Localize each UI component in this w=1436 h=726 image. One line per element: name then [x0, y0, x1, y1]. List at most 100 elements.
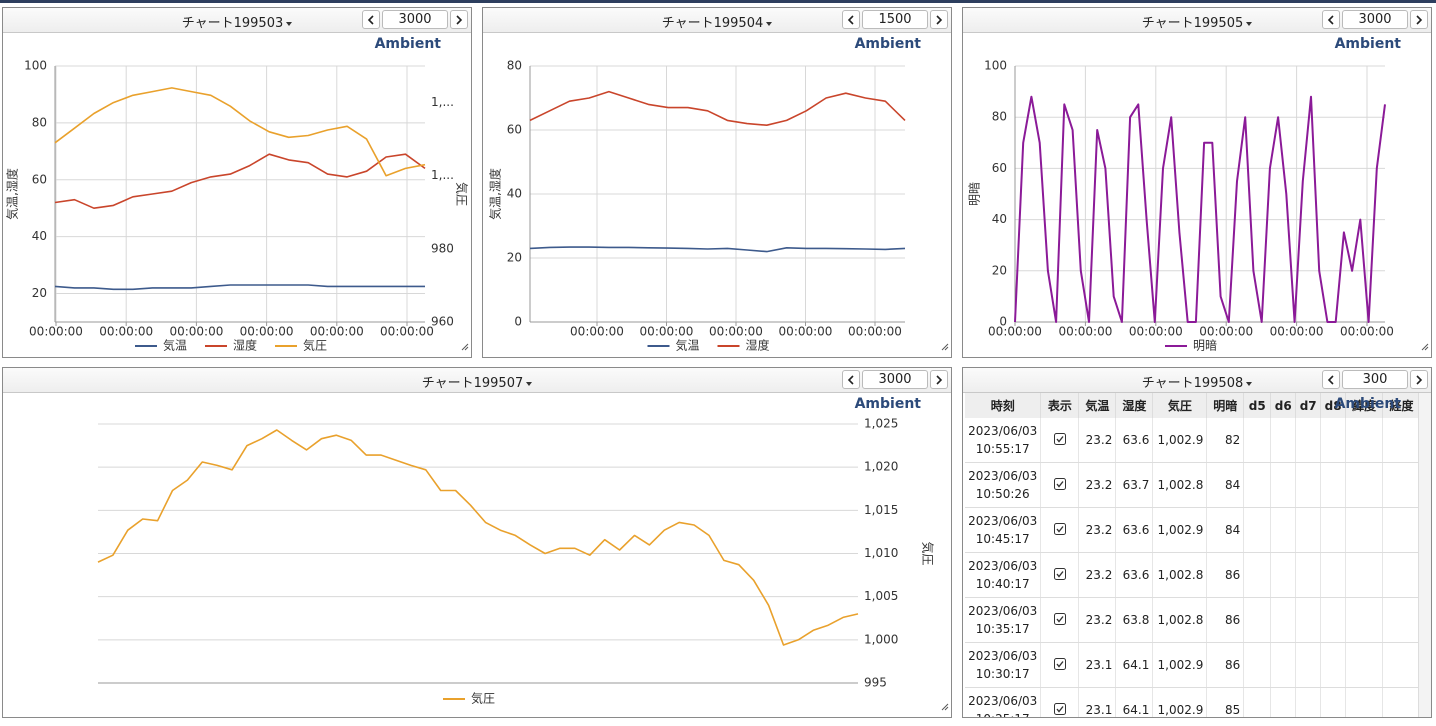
resize-grip[interactable]	[1421, 336, 1429, 355]
value-cell: 23.2	[1078, 462, 1117, 508]
brand-logo: Ambient	[854, 396, 921, 412]
count-input[interactable]: 3000	[382, 10, 448, 29]
next-button[interactable]	[450, 10, 468, 29]
table-row[interactable]: 2023/06/03 10:55:17 23.2 63.6 1,002.9 82	[965, 418, 1421, 463]
panel: チャート199504 1500 Ambient	[482, 7, 952, 358]
empty-cell	[1382, 462, 1421, 508]
column-header: 気圧	[1152, 393, 1208, 418]
empty-cell	[1295, 462, 1322, 508]
panel-title[interactable]: チャート199507	[3, 372, 951, 391]
prev-button[interactable]	[842, 370, 860, 389]
panel-header: チャート199508 300	[963, 368, 1431, 393]
checkbox[interactable]	[1053, 522, 1066, 535]
prev-button[interactable]	[842, 10, 860, 29]
empty-cell	[1243, 462, 1272, 508]
empty-cell	[1243, 507, 1272, 553]
checkbox-cell	[1040, 597, 1080, 643]
data-table: 時刻 表示 気温 湿度 気圧 明暗 d5 d6 d7 d8 緯度 経度 2023/06/03 10:55:…	[965, 393, 1421, 717]
empty-cell	[1295, 642, 1322, 688]
empty-cell	[1295, 597, 1322, 643]
checkbox-cell	[1040, 687, 1080, 717]
table-row[interactable]: 2023/06/03 10:45:17 23.2 63.6 1,002.9 84	[965, 507, 1421, 553]
chevron	[1416, 374, 1423, 385]
column-header: 緯度	[1345, 393, 1384, 418]
value-cell: 64.1	[1115, 687, 1154, 717]
prev-button[interactable]	[362, 10, 380, 29]
panel-title-text: チャート199508	[1141, 376, 1244, 391]
table-row[interactable]: 2023/06/03 10:50:26 23.2 63.7 1,002.8 84	[965, 462, 1421, 508]
column-header: d8	[1320, 393, 1347, 418]
time: 10:35:17	[975, 622, 1030, 636]
empty-cell	[1270, 597, 1297, 643]
checkbox[interactable]	[1053, 657, 1066, 670]
time-cell: 2023/06/03 10:25:17	[965, 687, 1042, 717]
panel-title-text: チャート199507	[421, 376, 524, 391]
resize-grip[interactable]	[941, 696, 949, 715]
empty-cell	[1345, 642, 1384, 688]
value-cell: 1,002.8	[1152, 552, 1208, 598]
value-cell: 23.2	[1078, 507, 1117, 553]
empty-cell	[1320, 507, 1347, 553]
table-row[interactable]: 2023/06/03 10:30:17 23.1 64.1 1,002.9 86	[965, 642, 1421, 688]
empty-cell	[1382, 642, 1421, 688]
checkbox[interactable]	[1053, 612, 1066, 625]
time-cell: 2023/06/03 10:45:17	[965, 507, 1042, 553]
empty-cell	[1345, 552, 1384, 598]
time: 10:25:17	[968, 710, 1037, 717]
resize-grip	[941, 343, 949, 351]
value-cell: 23.1	[1078, 642, 1117, 688]
resize-grip[interactable]	[461, 336, 469, 355]
prev-button[interactable]	[1322, 10, 1340, 29]
next-button[interactable]	[1410, 370, 1428, 389]
next-button[interactable]	[1410, 10, 1428, 29]
brand-logo: Ambient	[854, 36, 921, 52]
count-input[interactable]: 3000	[1342, 10, 1408, 29]
value-cell: 85	[1206, 687, 1245, 717]
checkbox-cell	[1040, 552, 1080, 598]
prev-button[interactable]	[1322, 370, 1340, 389]
table-row[interactable]: 2023/06/03 10:40:17 23.2 63.6 1,002.8 86	[965, 552, 1421, 598]
checkbox[interactable]	[1053, 432, 1066, 445]
panel-title[interactable]: チャート199503	[3, 12, 471, 31]
next-button[interactable]	[930, 370, 948, 389]
value-cell: 84	[1206, 462, 1245, 508]
panel-header: チャート199507 3000	[3, 368, 951, 393]
empty-cell	[1295, 418, 1322, 463]
empty-cell	[1243, 687, 1272, 717]
empty-cell	[1382, 552, 1421, 598]
panel-title[interactable]: チャート199508	[963, 372, 1431, 391]
value-cell: 86	[1206, 552, 1245, 598]
scrollbar[interactable]	[1418, 393, 1431, 717]
value-cell: 23.2	[1078, 597, 1117, 643]
checkbox[interactable]	[1053, 567, 1066, 580]
table: 時刻 表示 気温 湿度 気圧 明暗 d5 d6 d7 d8 緯度 経度 2023/06/03 10:55:…	[965, 393, 1421, 717]
chevron	[456, 14, 463, 25]
resize-grip[interactable]	[941, 336, 949, 355]
empty-cell	[1270, 507, 1297, 553]
panel-title[interactable]: チャート199505	[963, 12, 1431, 31]
column-header: 経度	[1382, 393, 1421, 418]
empty-cell	[1270, 552, 1297, 598]
value-cell: 86	[1206, 642, 1245, 688]
time-cell: 2023/06/03 10:35:17	[965, 597, 1042, 643]
brand-logo: Ambient	[1334, 396, 1401, 412]
checkbox[interactable]	[1053, 477, 1066, 490]
panel-title[interactable]: チャート199504	[483, 12, 951, 31]
date: 2023/06/03	[968, 649, 1038, 663]
panel: チャート199508 300 Ambient 時刻 表示 気温 湿度 気圧 明暗 d5 d6 d7 d8…	[962, 367, 1432, 718]
count-input[interactable]: 1500	[862, 10, 928, 29]
count-input[interactable]: 3000	[862, 370, 928, 389]
empty-cell	[1382, 507, 1421, 553]
checkbox[interactable]	[1053, 702, 1066, 715]
column-header: 時刻	[965, 393, 1042, 418]
spinner: 3000	[1322, 10, 1428, 30]
next-button[interactable]	[930, 10, 948, 29]
empty-cell	[1320, 552, 1347, 598]
empty-cell	[1295, 687, 1322, 717]
value-cell: 1,002.9	[1152, 687, 1208, 717]
count-input[interactable]: 300	[1342, 370, 1408, 389]
column-header: 湿度	[1115, 393, 1154, 418]
table-row[interactable]: 2023/06/03 10:35:17 23.2 63.8 1,002.8 86	[965, 597, 1421, 643]
checkbox-cell	[1040, 418, 1080, 463]
table-row[interactable]: 2023/06/03 10:25:17 23.164.11,002.985	[965, 687, 1421, 717]
